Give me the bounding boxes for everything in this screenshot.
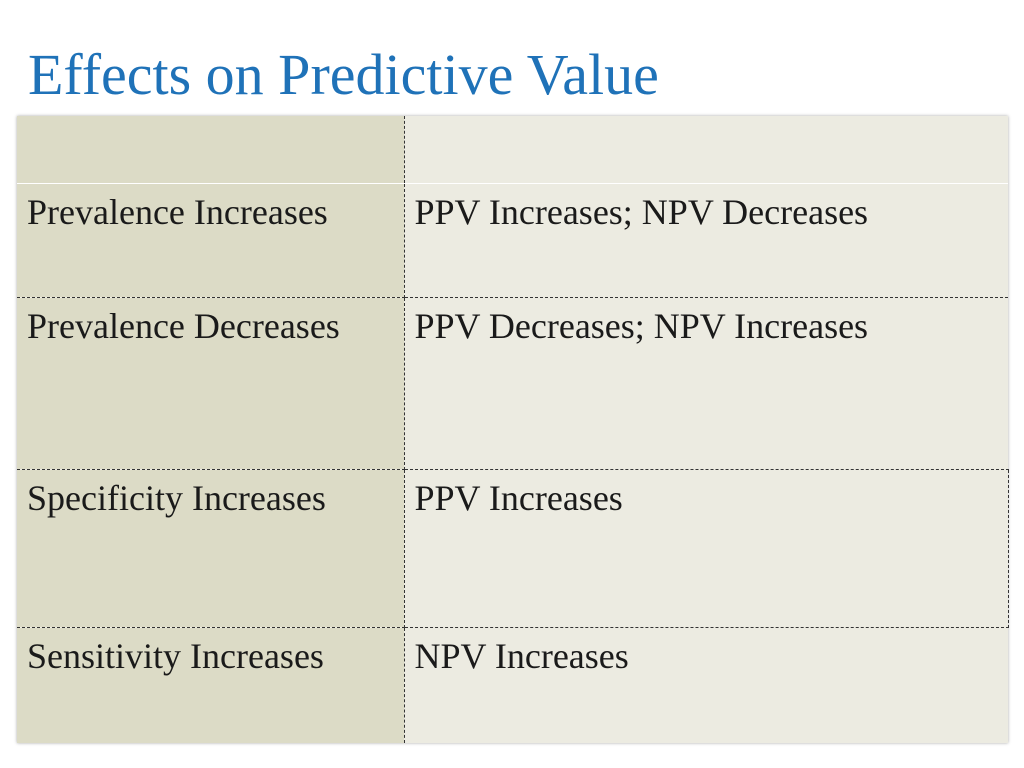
table-row: Sensitivity Increases NPV Increases	[17, 627, 1008, 743]
condition-cell: Specificity Increases	[17, 469, 405, 628]
condition-cell: Prevalence Decreases	[17, 297, 405, 470]
table-header-cell-condition	[17, 116, 405, 184]
table-row: Prevalence Increases PPV Increases; NPV …	[17, 183, 1008, 298]
effect-cell: NPV Increases	[404, 627, 1008, 743]
effect-cell: PPV Increases; NPV Decreases	[404, 183, 1008, 298]
table-header-cell-effect	[404, 116, 1008, 184]
effect-cell: PPV Decreases; NPV Increases	[404, 297, 1008, 470]
table-row: Specificity Increases PPV Increases	[17, 469, 1009, 628]
table-header-row	[17, 116, 1008, 184]
predictive-value-table: Prevalence Increases PPV Increases; NPV …	[17, 116, 1009, 743]
effect-cell: PPV Increases	[404, 469, 1009, 628]
predictive-value-table-frame: Prevalence Increases PPV Increases; NPV …	[17, 116, 1009, 743]
condition-cell: Prevalence Increases	[17, 183, 405, 298]
table-row: Prevalence Decreases PPV Decreases; NPV …	[17, 297, 1008, 470]
slide-title: Effects on Predictive Value	[28, 42, 659, 107]
condition-cell: Sensitivity Increases	[17, 627, 405, 743]
